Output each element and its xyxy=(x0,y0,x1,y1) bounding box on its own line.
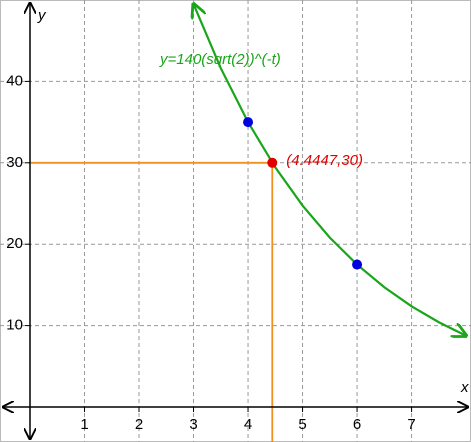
x-tick-label: 4 xyxy=(244,416,252,433)
point xyxy=(243,117,254,128)
y-tick-label: 40 xyxy=(6,72,23,89)
x-tick-label: 7 xyxy=(407,416,415,433)
y-tick-label: 30 xyxy=(6,154,23,171)
y-axis-label: y xyxy=(37,7,47,24)
x-tick-label: 6 xyxy=(353,416,361,433)
x-axis-label: x xyxy=(460,379,469,396)
point-label: (4.4447,30) xyxy=(286,152,363,169)
curve xyxy=(194,4,467,336)
x-tick-label: 1 xyxy=(80,416,88,433)
y-tick-label: 10 xyxy=(6,317,23,334)
x-tick-label: 3 xyxy=(189,416,197,433)
x-tick-label: 5 xyxy=(298,416,306,433)
point xyxy=(352,259,363,270)
point xyxy=(267,157,278,168)
x-tick-label: 2 xyxy=(135,416,143,433)
y-tick-label: 20 xyxy=(6,235,23,252)
